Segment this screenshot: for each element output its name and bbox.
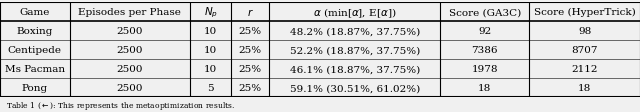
Text: 5: 5 [207,84,214,93]
Text: 52.2% (18.87%, 37.75%): 52.2% (18.87%, 37.75%) [290,46,420,55]
Text: 2112: 2112 [572,65,598,74]
Text: 1978: 1978 [472,65,498,74]
Text: 18: 18 [478,84,492,93]
Text: Boxing: Boxing [17,27,53,36]
Text: 10: 10 [204,46,218,55]
Text: 25%: 25% [239,27,262,36]
Text: $r$: $r$ [247,7,253,18]
Text: 92: 92 [478,27,492,36]
Text: 7386: 7386 [472,46,498,55]
Text: 46.1% (18.87%, 37.75%): 46.1% (18.87%, 37.75%) [290,65,420,74]
Text: 59.1% (30.51%, 61.02%): 59.1% (30.51%, 61.02%) [290,84,420,93]
Text: 2500: 2500 [116,27,143,36]
Text: 25%: 25% [239,65,262,74]
Text: Centipede: Centipede [8,46,62,55]
Text: 2500: 2500 [116,65,143,74]
Text: Game: Game [20,8,50,17]
Text: Score (HyperTrick): Score (HyperTrick) [534,8,636,17]
Text: Score (GA3C): Score (GA3C) [449,8,521,17]
Text: 8707: 8707 [572,46,598,55]
Text: 10: 10 [204,27,218,36]
Text: Ms Pacman: Ms Pacman [4,65,65,74]
Text: 25%: 25% [239,46,262,55]
Text: 10: 10 [204,65,218,74]
Text: 48.2% (18.87%, 37.75%): 48.2% (18.87%, 37.75%) [290,27,420,36]
Text: $N_p$: $N_p$ [204,6,218,20]
Text: $\alpha$ (min[$\alpha$], E[$\alpha$]): $\alpha$ (min[$\alpha$], E[$\alpha$]) [313,6,397,19]
Text: Episodes per Phase: Episodes per Phase [79,8,181,17]
Text: 2500: 2500 [116,46,143,55]
Text: 2500: 2500 [116,84,143,93]
Text: Table 1 ($\leftarrow$): This represents the metaoptimization results.: Table 1 ($\leftarrow$): This represents … [6,99,236,111]
Text: Pong: Pong [22,84,48,93]
Text: 25%: 25% [239,84,262,93]
Text: 98: 98 [578,27,591,36]
Text: 18: 18 [578,84,591,93]
